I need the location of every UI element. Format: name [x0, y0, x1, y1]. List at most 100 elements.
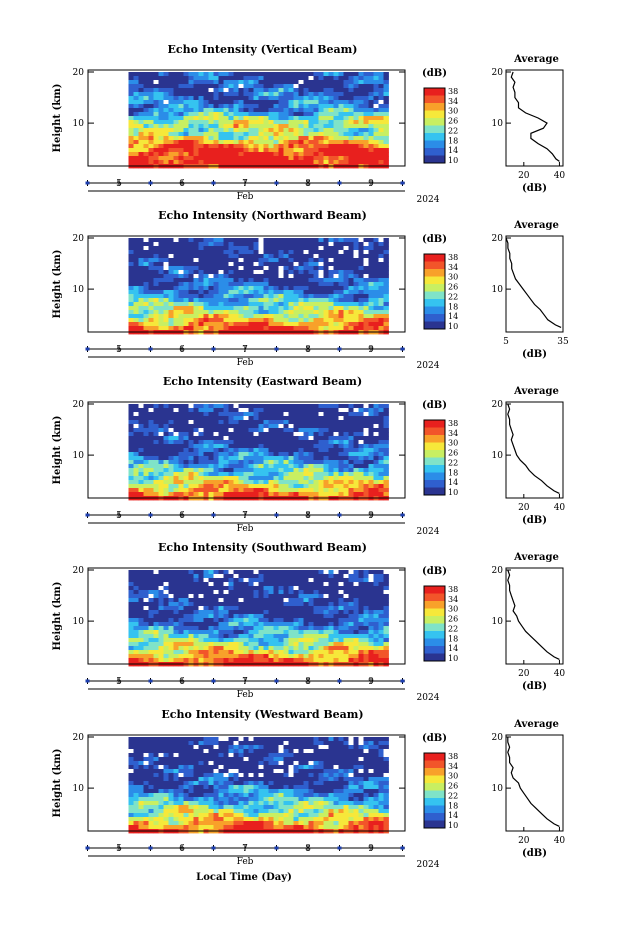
heatmap-cell — [253, 492, 259, 497]
heatmap-cell — [308, 88, 314, 93]
heatmap-cell — [223, 318, 229, 323]
heatmap-cell — [163, 314, 169, 319]
heatmap-cell — [268, 258, 274, 263]
heatmap-cell — [353, 124, 359, 129]
heatmap-cell — [193, 132, 199, 137]
heatmap-cell — [233, 124, 239, 129]
heatmap-cell — [348, 278, 354, 283]
heatmap-cell — [323, 290, 329, 295]
heatmap-cell — [193, 424, 199, 429]
heatmap-cell — [163, 326, 169, 331]
heatmap-cell — [358, 586, 364, 591]
heatmap-cell — [183, 428, 189, 433]
heatmap-cell — [153, 278, 159, 283]
heatmap-cell — [158, 614, 164, 619]
heatmap-cell — [203, 76, 209, 81]
heatmap-cell — [248, 72, 254, 77]
heatmap-cell — [218, 326, 224, 331]
heatmap-cell — [288, 432, 294, 437]
heatmap-cell — [323, 606, 329, 611]
heatmap-cell — [148, 76, 154, 81]
heatmap-cell — [218, 298, 224, 303]
heatmap-cell — [208, 156, 214, 161]
heatmap-cell — [348, 412, 354, 417]
heatmap-cell — [253, 408, 259, 413]
heatmap-cell — [148, 144, 154, 149]
heatmap-cell — [138, 76, 144, 81]
heatmap-cell — [318, 160, 324, 165]
heatmap-cell — [248, 120, 254, 125]
heatmap-cell — [138, 238, 144, 243]
heatmap-cell — [213, 294, 219, 299]
heatmap-cell — [373, 152, 379, 157]
colorbar-tick-label: 38 — [448, 87, 458, 96]
heatmap-cell — [148, 452, 154, 457]
colorbar-segment — [424, 460, 445, 463]
heatmap-cell — [343, 286, 349, 291]
heatmap-cell — [248, 484, 254, 489]
heatmap-cell — [368, 322, 374, 327]
heatmap-cell — [333, 80, 339, 85]
heatmap-cell — [283, 642, 289, 647]
heatmap-cell — [353, 318, 359, 323]
heatmap-cell — [203, 88, 209, 93]
heatmap-cell — [238, 132, 244, 137]
heatmap-cell — [328, 424, 334, 429]
heatmap-cell — [278, 578, 284, 583]
heatmap-cell — [273, 440, 279, 445]
heatmap-cell — [173, 76, 179, 81]
heatmap-cell — [153, 160, 159, 165]
heatmap-cell — [213, 460, 219, 465]
heatmap-cell — [153, 630, 159, 635]
heatmap-cell — [268, 622, 274, 627]
heatmap-cell — [228, 408, 234, 413]
heatmap-cell — [173, 302, 179, 307]
heatmap-cell — [303, 124, 309, 129]
heatmap-cell — [213, 630, 219, 635]
heatmap-cell — [373, 590, 379, 595]
heatmap-cell — [168, 602, 174, 607]
heatmap-cell — [193, 472, 199, 477]
heatmap-cell — [138, 424, 144, 429]
heatmap-cell — [233, 614, 239, 619]
heatmap-cell — [168, 622, 174, 627]
heatmap-cell — [208, 476, 214, 481]
heatmap-cell — [353, 480, 359, 485]
heatmap-cell — [348, 128, 354, 133]
heatmap-cell — [148, 412, 154, 417]
heatmap-cell — [198, 574, 204, 579]
heatmap-cell — [318, 574, 324, 579]
heatmap-cell — [378, 128, 384, 133]
heatmap-cell — [373, 322, 379, 327]
heatmap-cell — [298, 614, 304, 619]
heatmap-cell — [203, 270, 209, 275]
heatmap-cell — [138, 262, 144, 267]
heatmap-cell — [373, 128, 379, 133]
heatmap-cell — [168, 274, 174, 279]
heatmap-cell — [148, 424, 154, 429]
heatmap-cell — [228, 460, 234, 465]
heatmap-cell — [163, 132, 169, 137]
heatmap-cell — [383, 638, 389, 643]
heatmap-cell — [298, 140, 304, 145]
heatmap-cell — [168, 444, 174, 449]
heatmap-cell — [128, 618, 134, 623]
heatmap-cell — [273, 246, 279, 251]
heatmap-cell — [188, 420, 194, 425]
heatmap-cell — [233, 132, 239, 137]
heatmap-cell — [308, 424, 314, 429]
average-x-label: (dB) — [522, 515, 547, 526]
heatmap-cell — [248, 156, 254, 161]
heatmap-cell — [203, 314, 209, 319]
heatmap-cell — [363, 266, 369, 271]
heatmap-cell — [303, 464, 309, 469]
heatmap-cell — [253, 424, 259, 429]
heatmap-cell — [293, 302, 299, 307]
heatmap-cell — [278, 432, 284, 437]
heatmap-cell — [243, 484, 249, 489]
heatmap-cell — [233, 72, 239, 77]
heatmap-cell — [283, 582, 289, 587]
heatmap-cell — [168, 452, 174, 457]
heatmap-cell — [198, 144, 204, 149]
heatmap-cell — [298, 456, 304, 461]
